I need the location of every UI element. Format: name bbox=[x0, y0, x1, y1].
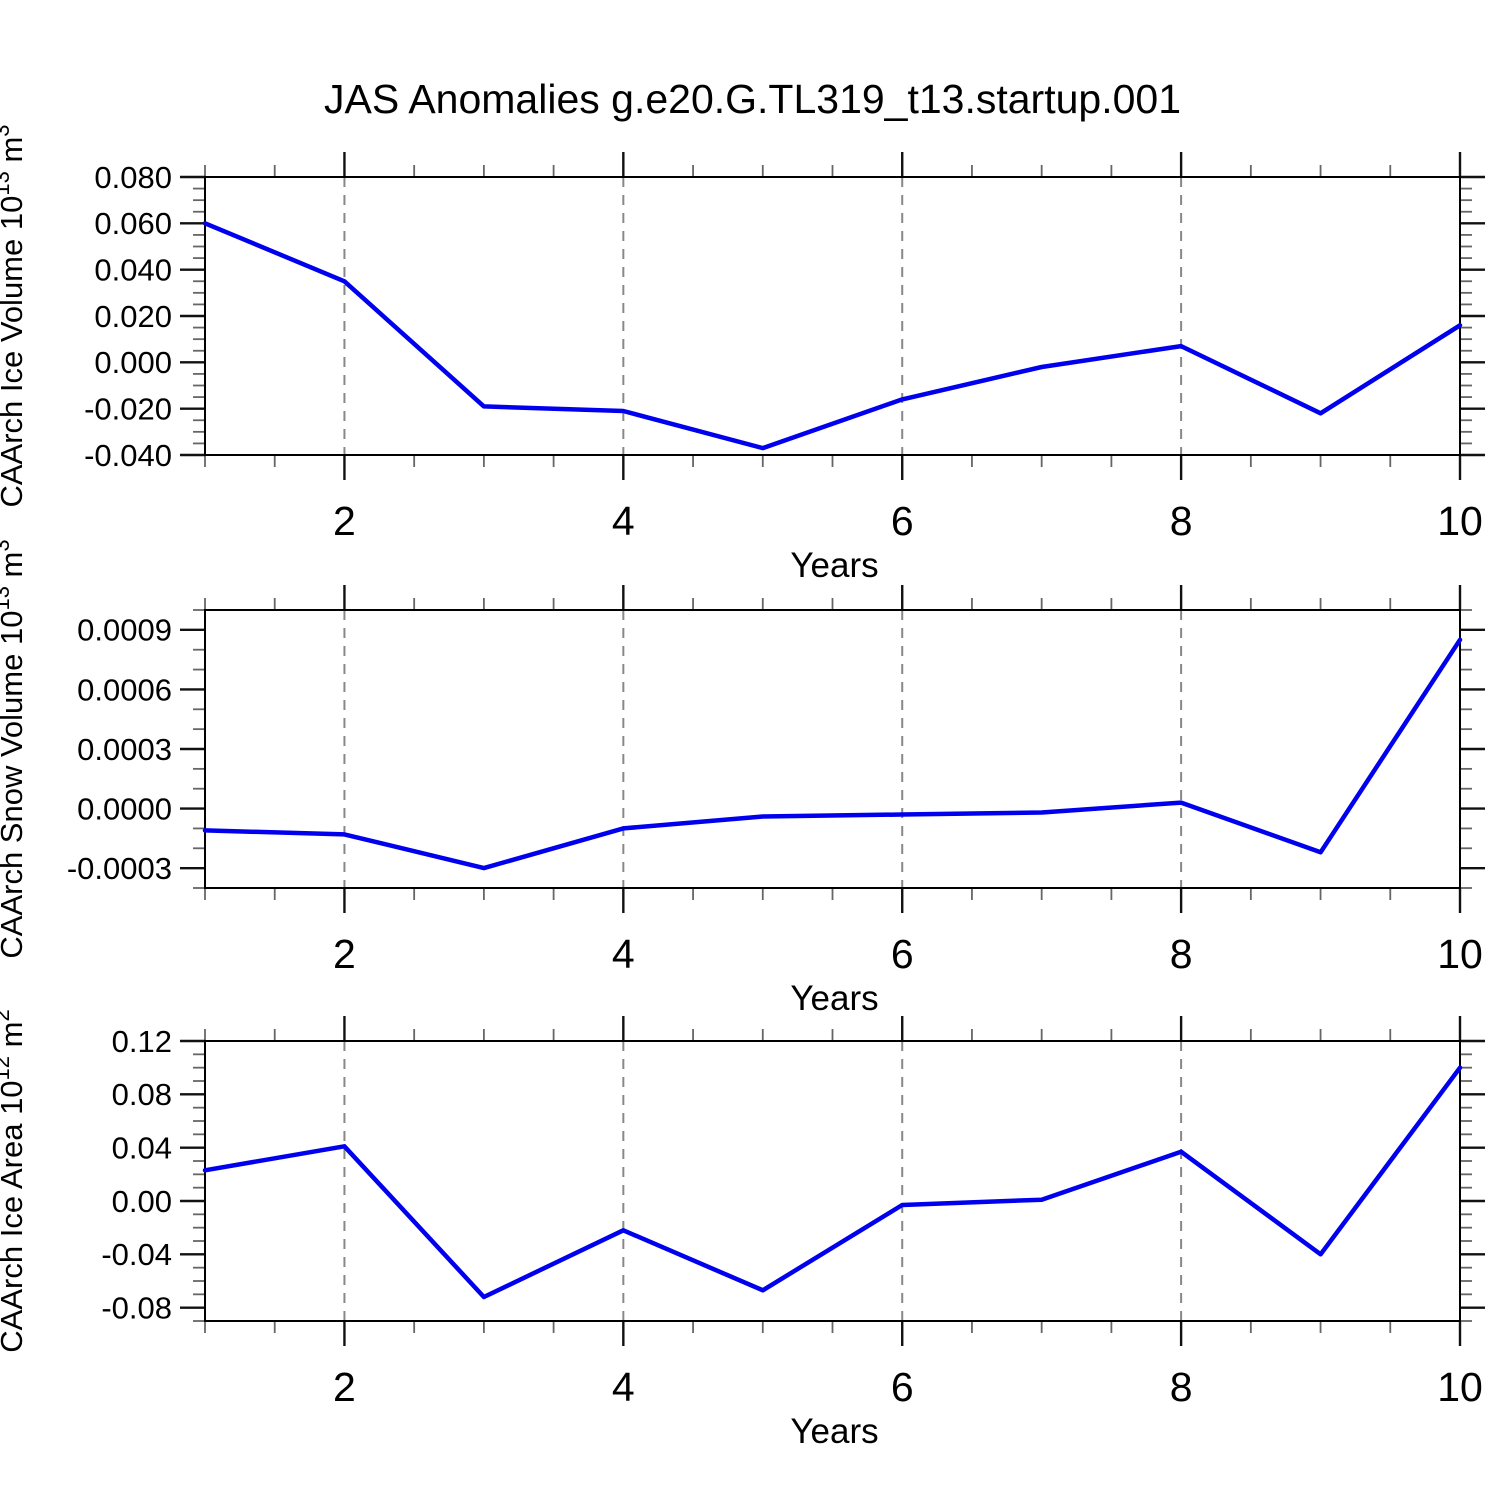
y-tick-label: 0.060 bbox=[94, 206, 172, 241]
y-tick-label: 0.12 bbox=[112, 1024, 172, 1059]
y-tick-label: 0.000 bbox=[94, 345, 172, 380]
y-tick-label: 0.00 bbox=[112, 1184, 172, 1219]
x-tick-label: 8 bbox=[1170, 931, 1193, 977]
plot-border bbox=[204, 176, 1461, 456]
y-tick-label: 0.0003 bbox=[77, 732, 172, 767]
y-axis-title: CAArch Snow Volume 1013 m3 bbox=[0, 539, 29, 958]
panel-snow-volume: 0.0009 0.0006 0.0003 0.0000 -0.0003 2 4 6 8 10 Yea… bbox=[0, 539, 1485, 1018]
x-tick-label: 2 bbox=[333, 1364, 356, 1410]
x-axis-title: Years bbox=[790, 1412, 878, 1451]
y-tick-label: -0.040 bbox=[84, 438, 172, 473]
y-tick-label: 0.0006 bbox=[77, 672, 172, 707]
y-tick-label: 0.0000 bbox=[77, 791, 172, 826]
y-tick-label: 0.080 bbox=[94, 160, 172, 195]
chart-title: JAS Anomalies g.e20.G.TL319_t13.startup.… bbox=[324, 76, 1181, 122]
x-axis-title: Years bbox=[790, 546, 878, 585]
y-axis-title: CAArch Ice Area 1012 m2 bbox=[0, 1009, 29, 1352]
data-line-ice-area bbox=[202, 1065, 1463, 1300]
y-tick-label: -0.08 bbox=[101, 1291, 172, 1326]
y-tick-label: 0.08 bbox=[112, 1077, 172, 1112]
y-axis-title: CAArch Ice Volume 1013 m3 bbox=[0, 124, 29, 507]
x-tick-label: 2 bbox=[333, 931, 356, 977]
x-axis-title: Years bbox=[790, 979, 878, 1018]
x-tick-label: 4 bbox=[612, 1364, 635, 1410]
y-tick-label: 0.04 bbox=[112, 1131, 172, 1166]
data-line-ice-volume bbox=[202, 221, 1463, 451]
y-tick-label: 0.020 bbox=[94, 299, 172, 334]
x-tick-label: 10 bbox=[1437, 498, 1483, 544]
y-tick-label: -0.04 bbox=[101, 1237, 172, 1272]
data-line-snow-volume bbox=[202, 637, 1463, 871]
plot-border bbox=[204, 609, 1461, 889]
y-tick-label: -0.020 bbox=[84, 392, 172, 427]
x-tick-label: 10 bbox=[1437, 1364, 1483, 1410]
y-tick-label: 0.040 bbox=[94, 253, 172, 288]
x-tick-label: 8 bbox=[1170, 498, 1193, 544]
x-tick-label: 2 bbox=[333, 498, 356, 544]
panel-ice-area: 0.12 0.08 0.04 0.00 -0.04 -0.08 2 4 6 8 10 Years CAA… bbox=[0, 1009, 1485, 1451]
x-tick-label: 6 bbox=[891, 1364, 914, 1410]
x-tick-label: 6 bbox=[891, 498, 914, 544]
y-tick-label: 0.0009 bbox=[77, 613, 172, 648]
x-tick-label: 8 bbox=[1170, 1364, 1193, 1410]
plot-border bbox=[204, 1040, 1461, 1322]
x-tick-label: 4 bbox=[612, 498, 635, 544]
panel-ice-volume: 0.080 0.060 0.040 0.020 0.000 -0.020 -0.040 2 4 6… bbox=[0, 124, 1485, 585]
x-tick-label: 6 bbox=[891, 931, 914, 977]
x-tick-label: 10 bbox=[1437, 931, 1483, 977]
y-tick-label: -0.0003 bbox=[67, 851, 172, 886]
x-tick-label: 4 bbox=[612, 931, 635, 977]
